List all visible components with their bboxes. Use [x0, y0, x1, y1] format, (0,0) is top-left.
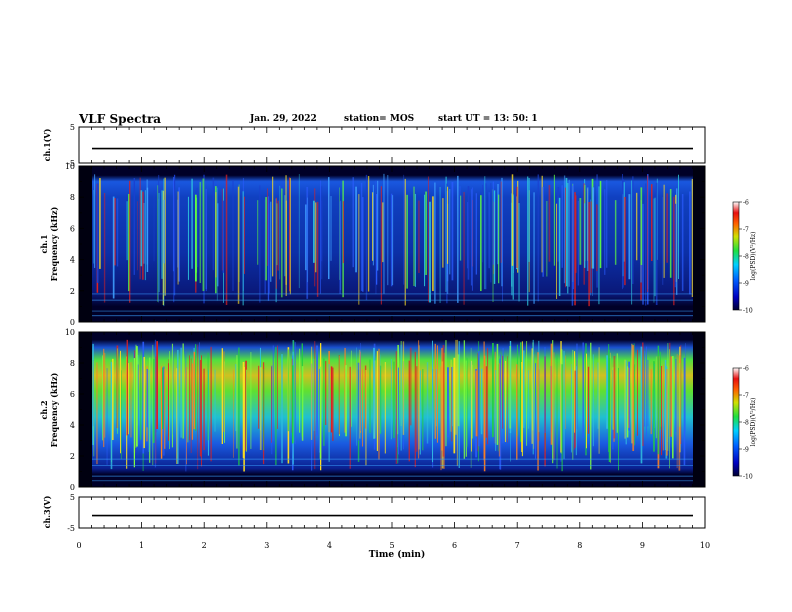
x-tick-label: 8 [577, 541, 582, 550]
x-tick-label: 2 [202, 541, 207, 550]
x-tick-label: 0 [76, 541, 81, 550]
x-axis-label: Time (min) [369, 549, 426, 560]
ch1-colorbar-label: log(PSD)(V²/Hz) [750, 232, 757, 281]
ch2-spectrogram-ylabel-channel: ch.2 [39, 400, 49, 419]
colorbar-tick-label: -8 [743, 254, 749, 261]
y-tick-label: 2 [70, 452, 75, 461]
x-tick-label: 6 [452, 541, 457, 550]
x-tick-label: 4 [327, 541, 332, 550]
ch2-spectrogram-ylabel-freq: Frequency (kHz) [49, 372, 59, 447]
y-tick-label: 4 [70, 256, 75, 265]
x-tick-label: 3 [264, 541, 269, 550]
x-tick-label: 10 [700, 541, 710, 550]
ch1-spectrogram-ylabel-channel: ch.1 [39, 234, 49, 253]
y-tick-label: 0 [70, 318, 75, 327]
ch1-colorbar: -6 -7 -8 -9 -10 log(PSD)(V²/Hz) [732, 200, 757, 315]
y-tick-label: 8 [70, 359, 75, 368]
y-tick-label: 10 [65, 162, 75, 171]
y-tick-label: -5 [67, 524, 75, 533]
y-tick-label: -5 [67, 159, 75, 168]
y-tick-label: 6 [70, 390, 75, 399]
colorbar-tick-label: -6 [743, 200, 749, 207]
date-label: Jan. 29, 2022 [250, 114, 317, 124]
colorbar-tick-label: -7 [743, 227, 749, 234]
y-tick-label: 4 [70, 421, 75, 430]
y-tick-label: 6 [70, 224, 75, 233]
figure-title: VLF Spectra [79, 112, 162, 126]
colorbar-tick-label: -7 [743, 393, 749, 400]
ch2-spectrogram-panel [78, 331, 706, 488]
station-label: station= MOS [344, 114, 415, 124]
ch1-spectrogram-ylabel-freq: Frequency (kHz) [49, 206, 59, 281]
ch2-colorbar-label: log(PSD)(V²/Hz) [750, 398, 757, 447]
y-tick-label: 2 [70, 287, 75, 296]
y-tick-label: 5 [70, 123, 75, 132]
x-tick-label: 9 [640, 541, 645, 550]
x-tick-label: 1 [139, 541, 144, 550]
ch1-waveform-ylabel: ch.1(V) [42, 128, 52, 161]
colorbar-tick-label: -9 [743, 281, 749, 288]
colorbar-tick-label: -6 [743, 366, 749, 373]
x-tick-label: 5 [389, 541, 394, 550]
ch1-spectrogram-panel [78, 165, 706, 323]
ch2-spectrogram-streaks [79, 332, 705, 487]
ch1-spectrogram-streaks [79, 166, 705, 322]
ch3-waveform-ylabel: ch.3(V) [42, 495, 52, 528]
y-tick-label: 5 [70, 493, 75, 502]
colorbar-tick-label: -10 [743, 474, 753, 481]
colorbar-tick-label: -10 [743, 308, 753, 315]
y-tick-label: 8 [70, 193, 75, 202]
x-tick-label: 7 [515, 541, 520, 550]
colorbar-tick-label: -8 [743, 420, 749, 427]
y-tick-label: 10 [65, 328, 75, 337]
ch2-colorbar: -6 -7 -8 -9 -10 log(PSD)(V²/Hz) [732, 366, 757, 481]
axis-ticks [78, 126, 706, 529]
start-time-label: start UT = 13: 50: 1 [438, 114, 538, 124]
y-tick-label: 0 [70, 483, 75, 492]
colorbar-tick-label: -9 [743, 447, 749, 454]
